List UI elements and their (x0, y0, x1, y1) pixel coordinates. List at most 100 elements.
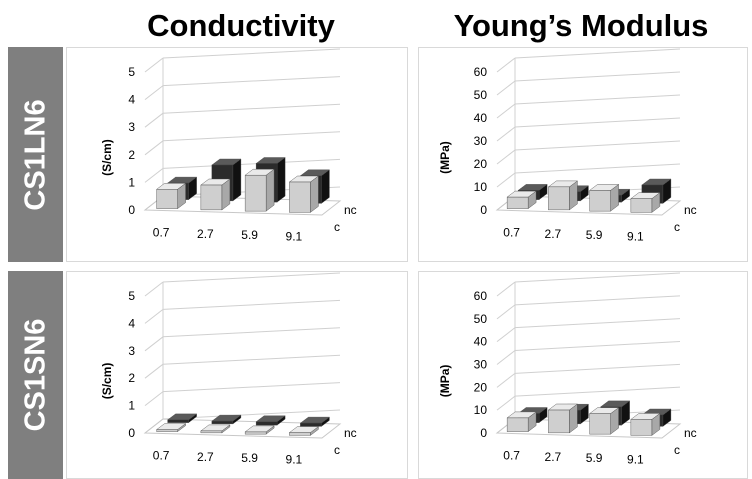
y-axis-label: (MPa) (438, 141, 452, 174)
conductivity-column-title: Conductivity (147, 8, 335, 43)
gridline (514, 386, 681, 397)
gridline-side (496, 57, 516, 73)
bar-c-9.1 (630, 412, 661, 436)
x-tick-label: 2.7 (545, 450, 562, 464)
bar-c-9.1 (288, 175, 319, 213)
y-axis-label: (MPa) (438, 365, 452, 398)
y-tick-label: 0 (128, 203, 135, 217)
chart-conductivity-cs1ln6: 0 1 2 3 4 5 (S/cm) 0.7 2.7 5.9 9.1 cnc (100, 48, 357, 243)
gridline (162, 76, 341, 87)
y-tick-label: 10 (474, 180, 488, 194)
depth-label-c: c (334, 443, 340, 457)
bar-c-9.1 (288, 426, 319, 436)
gridline (162, 382, 341, 393)
gridline-side (496, 395, 516, 411)
y-tick-label: 20 (474, 380, 488, 394)
bar-front (548, 409, 570, 434)
y-axis-label: (S/cm) (100, 363, 114, 400)
x-tick-label: 9.1 (286, 229, 303, 243)
row-label-cs1sn6: CS1SN6 (19, 318, 51, 432)
chart-floor (143, 418, 342, 439)
y-tick-label: 50 (474, 312, 488, 326)
x-tick-label: 0.7 (503, 449, 520, 463)
gridline-side (144, 391, 164, 406)
gridline-side (496, 281, 516, 297)
x-tick-label: 2.7 (545, 227, 562, 241)
gridline-side (496, 149, 516, 165)
y-tick-label: 3 (128, 120, 135, 134)
gridlines (144, 48, 341, 211)
y-tick-label: 60 (474, 65, 488, 79)
gridline (514, 363, 681, 374)
y-tick-label: 40 (474, 335, 488, 349)
bar-side (265, 168, 275, 212)
bar-c-0.7 (506, 411, 537, 433)
gridline-side (144, 336, 164, 352)
bar-front (589, 190, 611, 212)
gridline-side (144, 112, 164, 128)
x-tick-label: 2.7 (197, 227, 214, 241)
bar-front (630, 419, 653, 436)
y-tick-label: 30 (474, 358, 488, 372)
gridline (514, 163, 681, 174)
x-tick-label: 5.9 (241, 228, 258, 242)
bar-front (244, 431, 267, 435)
bar-side (232, 158, 242, 202)
gridline (162, 272, 341, 283)
bar-front (200, 430, 223, 434)
y-tick-label: 0 (480, 203, 487, 217)
bar-nc-0.7 (166, 413, 198, 424)
gridline-side (496, 172, 516, 188)
youngs-modulus-column-title: Young’s Modulus (453, 8, 709, 43)
bar-c-5.9 (244, 168, 275, 212)
bar-front (589, 413, 611, 435)
gridline-side (496, 80, 516, 96)
row-label-cs1ln6: CS1LN6 (19, 98, 51, 211)
bar-c-0.7 (155, 182, 187, 210)
gridline (514, 272, 681, 283)
x-tick-label: 2.7 (197, 450, 214, 464)
bar-front (211, 420, 234, 425)
gridline (514, 117, 681, 128)
bar-front (289, 181, 311, 213)
gridline-side (144, 57, 164, 73)
y-tick-label: 3 (128, 344, 135, 358)
bar-nc-5.9 (255, 415, 286, 426)
y-tick-label: 4 (128, 93, 135, 107)
gridline (514, 48, 681, 59)
y-tick-label: 1 (128, 399, 135, 413)
depth-label-c: c (674, 220, 680, 234)
gridline (514, 71, 681, 82)
bar-side (276, 157, 286, 203)
x-tick-label: 5.9 (586, 451, 603, 465)
gridline (162, 299, 341, 310)
x-tick-label: 9.1 (627, 452, 644, 466)
bar-front (300, 422, 322, 427)
gridline (162, 48, 341, 59)
y-tick-label: 0 (128, 426, 135, 440)
chart-panel-conductivity-cs1sn6: 0 1 2 3 4 5 (S/cm) 0.7 2.7 5.9 9.1 c nc (66, 271, 408, 479)
y-tick-label: 2 (128, 371, 135, 385)
bar-front (200, 184, 223, 211)
gridline (514, 140, 681, 151)
bar-front (244, 175, 267, 212)
gridline-side (496, 372, 516, 388)
x-tick-label: 0.7 (503, 226, 520, 240)
gridline-side (496, 304, 516, 320)
depth-label-nc: nc (344, 426, 357, 440)
bar-side (310, 175, 319, 213)
chart-panel-modulus-cs1ln6: 0 10 20 30 40 50 60 (MPa) 0.7 2.7 5.9 9.1 c nc (418, 47, 748, 262)
x-tick-label: 0.7 (153, 226, 170, 240)
gridline-side (144, 168, 164, 183)
row-band-cs1ln6: CS1LN6 (8, 47, 63, 262)
x-tick-label: 5.9 (586, 228, 603, 242)
chart-panel-conductivity-cs1ln6: 0 1 2 3 4 5 (S/cm) 0.7 2.7 5.9 9.1 c nc (66, 47, 408, 262)
y-tick-label: 30 (474, 134, 488, 148)
y-tick-label: 5 (128, 289, 135, 303)
gridline-side (496, 103, 516, 119)
bar-front (156, 189, 178, 209)
bar-front (506, 417, 529, 432)
y-tick-label: 5 (128, 65, 135, 79)
bar-c-2.7 (547, 180, 578, 211)
gridline (514, 94, 681, 105)
